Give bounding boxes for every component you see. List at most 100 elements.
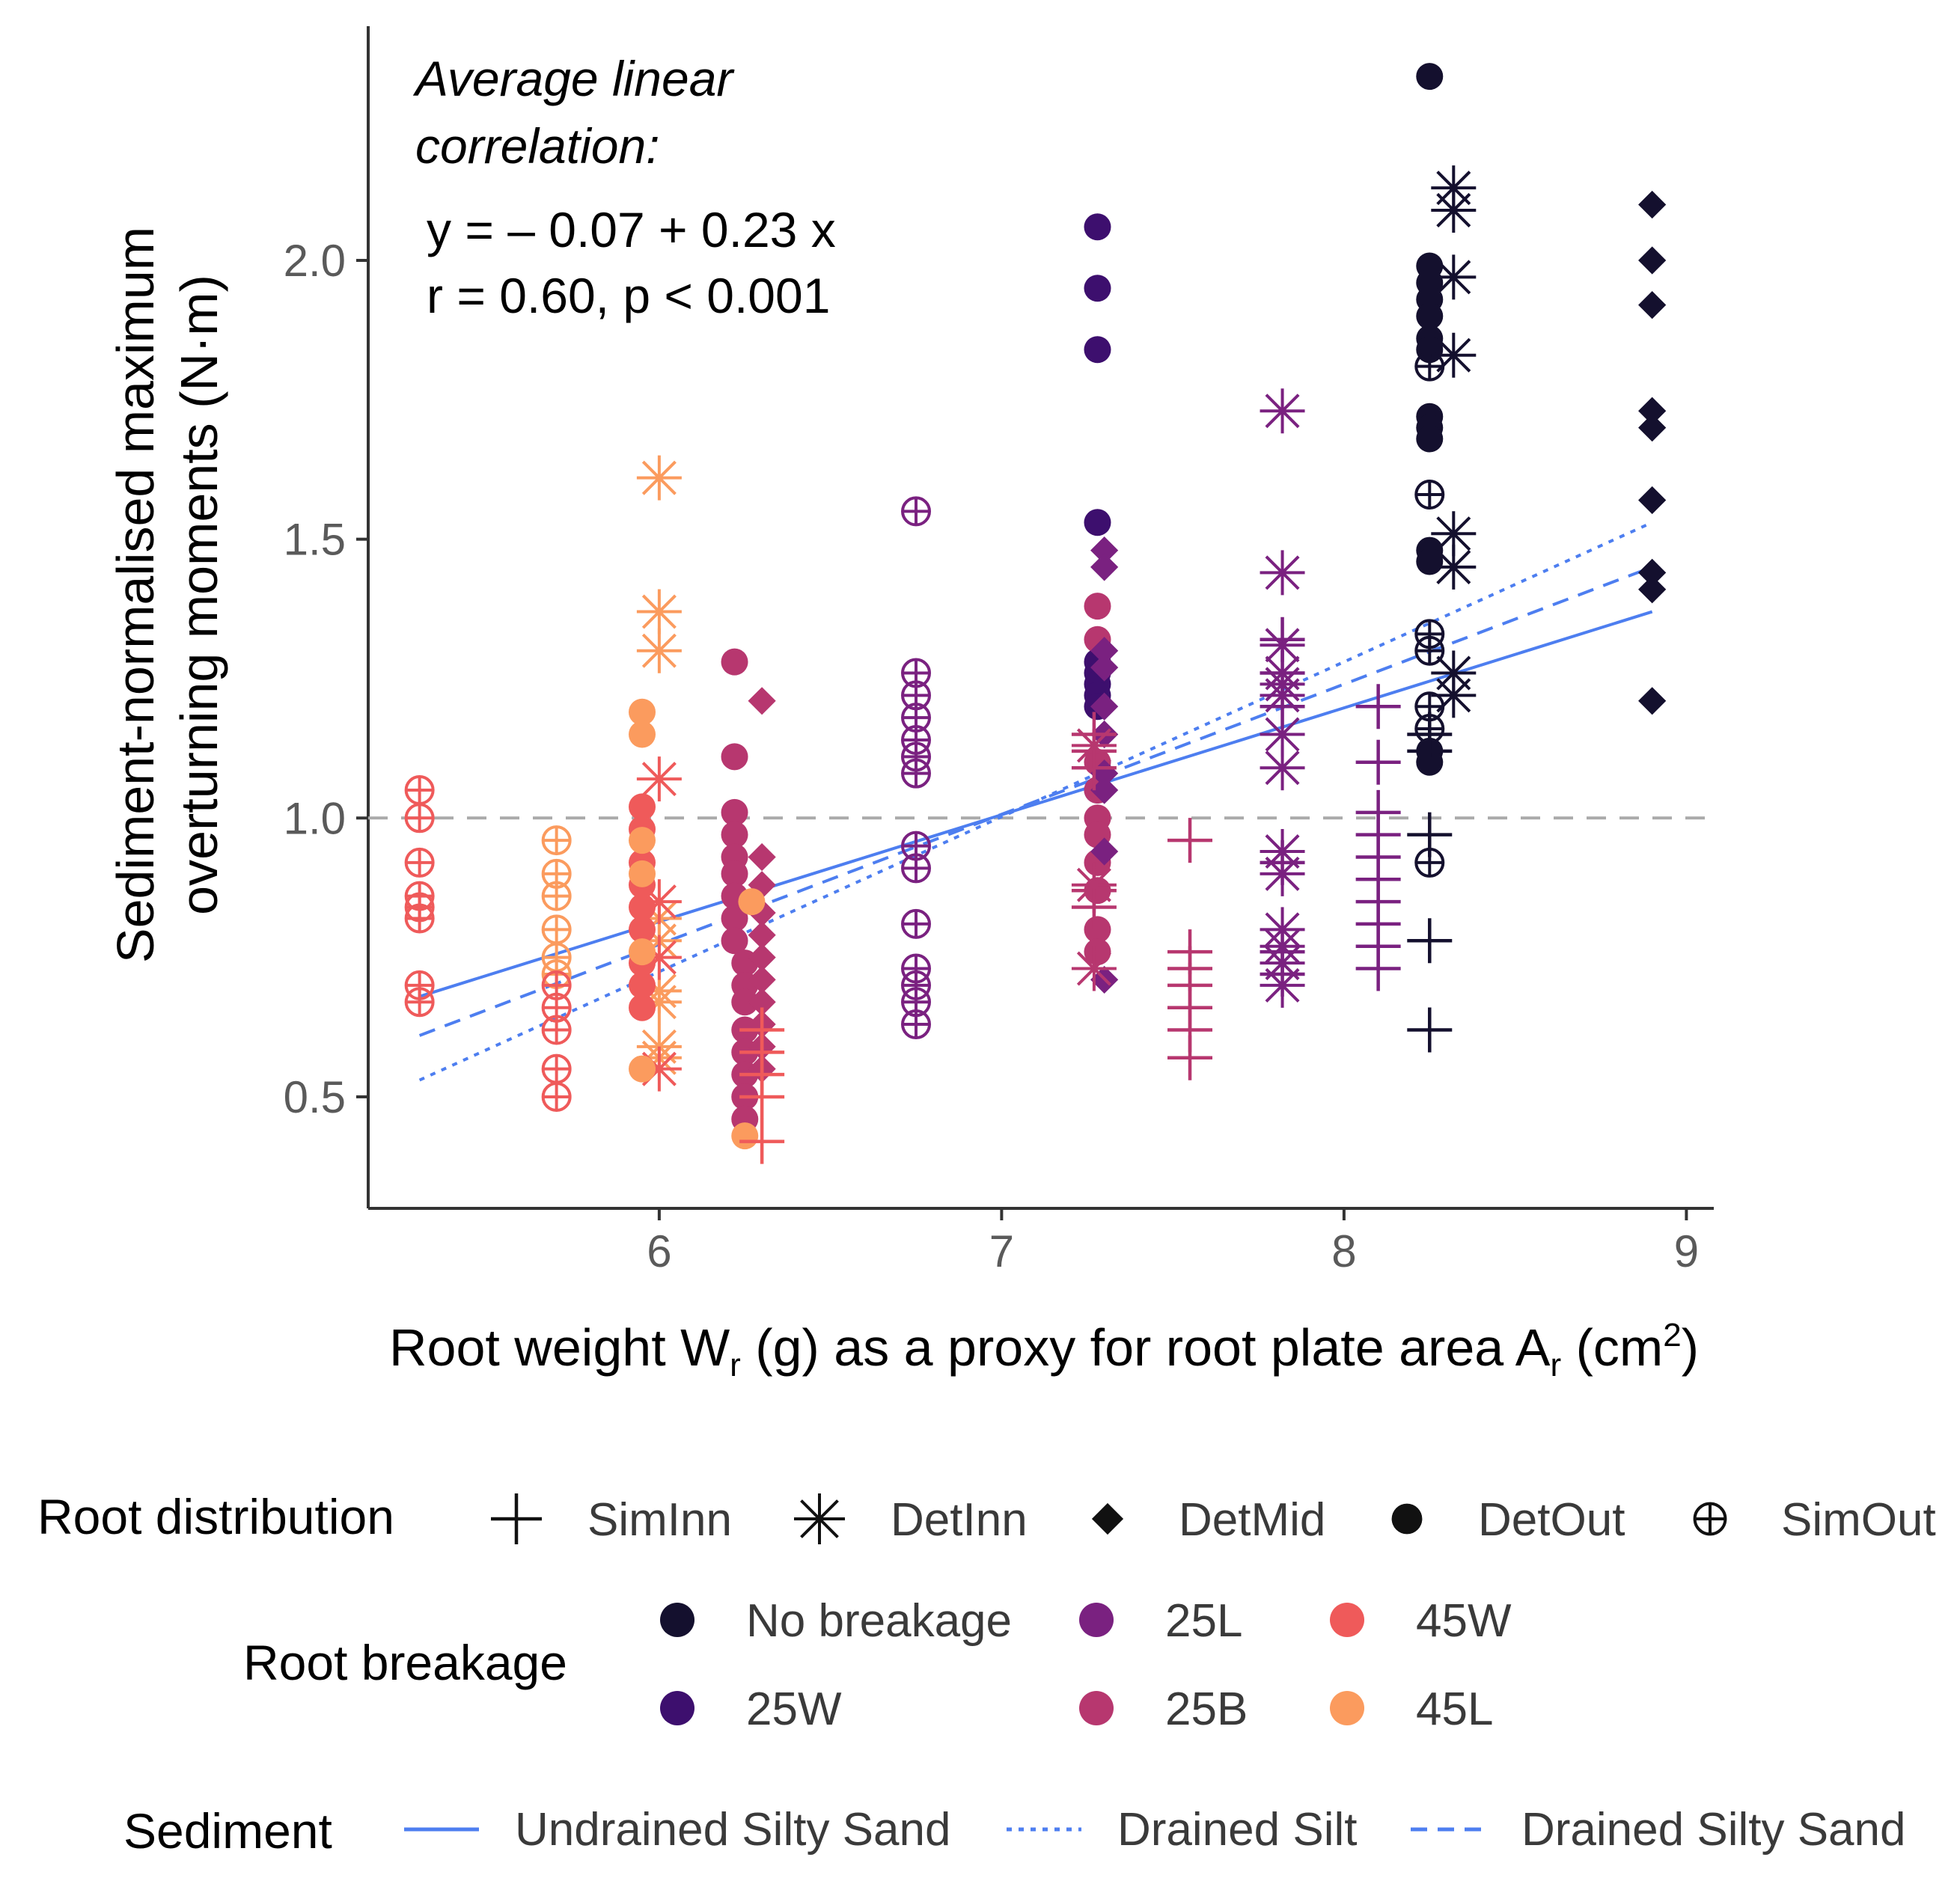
annotation-heading-2: correlation: [415, 118, 660, 174]
data-point-92 [901, 908, 932, 939]
data-point-83 [901, 496, 932, 527]
data-point-141 [1167, 1035, 1213, 1080]
data-point-97 [1084, 213, 1111, 241]
y-axis-title-line2: overturning moments (N·m) [170, 275, 228, 915]
legend-key-plus [491, 1493, 542, 1544]
data-point-2 [404, 803, 435, 834]
legend-sediment-title: Sediment [123, 1803, 332, 1859]
data-point-134 [1071, 946, 1117, 991]
data-point-69 [748, 921, 776, 949]
legend-swatch-45w [1330, 1603, 1364, 1637]
legend-label-25w: 25W [746, 1683, 842, 1735]
data-point-96 [901, 1009, 932, 1040]
data-point-31 [636, 935, 682, 980]
data-point-82 [739, 1119, 785, 1164]
data-point-209 [1638, 397, 1667, 425]
data-point-72 [748, 988, 776, 1016]
legend-swatch-45l [1330, 1691, 1364, 1725]
data-point-6 [404, 903, 435, 934]
legend-label-simout: SimOut [1781, 1494, 1936, 1546]
data-point-91 [901, 853, 932, 884]
legend-key-diamond [1091, 1502, 1124, 1535]
legend-swatch-25w [660, 1691, 694, 1725]
regression-line-2 [418, 521, 1653, 1082]
data-point-202 [1407, 728, 1453, 774]
x-tick-label-7: 7 [989, 1226, 1014, 1276]
annotation-heading-1: Average linear [412, 51, 735, 106]
data-point-66 [748, 842, 776, 872]
data-point-8 [404, 987, 435, 1018]
x-tick-label-6: 6 [647, 1226, 671, 1276]
data-point-121 [1090, 692, 1119, 721]
x-axis-title-open: (cm [1561, 1318, 1663, 1377]
axis-ticks: 6 7 8 9 0.5 1.0 1.5 2.0 [284, 236, 1700, 1276]
data-point-18 [541, 1053, 572, 1084]
data-point-67 [748, 871, 776, 899]
data-point-70 [748, 943, 776, 972]
data-point-100 [1084, 509, 1111, 536]
x-tick-label-8: 8 [1331, 1226, 1356, 1276]
legend-swatch-25b [1079, 1691, 1114, 1725]
regression-line-3 [418, 566, 1653, 1037]
data-point-41 [629, 994, 656, 1021]
data-point-47 [629, 1055, 656, 1083]
x-axis-title-sup: 2 [1663, 1317, 1681, 1354]
data-point-142 [1260, 388, 1305, 434]
data-point-37 [629, 893, 656, 921]
legend-root-distribution-title: Root distribution [37, 1489, 394, 1544]
data-point-12 [541, 914, 572, 945]
data-point-3 [404, 847, 435, 878]
data-point-212 [1638, 558, 1667, 587]
data-point-107 [1084, 593, 1111, 620]
regression-lines [418, 521, 1653, 1082]
data-point-193 [1431, 673, 1477, 718]
data-point-118 [1090, 553, 1119, 581]
data-point-46 [629, 938, 656, 966]
data-point-214 [1638, 687, 1667, 715]
legend-root-breakage-title: Root breakage [243, 1635, 567, 1690]
data-point-189 [1431, 332, 1477, 378]
data-point-49 [721, 743, 748, 771]
data-point-149 [1260, 745, 1305, 791]
data-point-124 [1090, 776, 1119, 804]
data-point-11 [541, 881, 572, 911]
data-point-17 [541, 1015, 572, 1045]
data-point-9 [541, 825, 572, 856]
data-point-20 [636, 455, 682, 501]
annotation-equation: y = – 0.07 + 0.23 x [427, 202, 836, 257]
data-point-68 [748, 899, 776, 927]
data-point-194 [1414, 351, 1445, 382]
data-point-30 [636, 879, 682, 925]
data-point-207 [1638, 246, 1667, 275]
data-point-133 [1071, 862, 1117, 908]
regression-line-1 [419, 610, 1653, 998]
data-point-190 [1431, 511, 1477, 557]
data-point-120 [1090, 653, 1119, 682]
data-point-99 [1084, 336, 1111, 364]
x-axis-title-sub1: r [730, 1347, 741, 1383]
data-point-43 [629, 721, 656, 748]
data-point-204 [1407, 918, 1453, 964]
data-point-38 [629, 916, 656, 943]
data-point-197 [1414, 635, 1445, 666]
data-point-22 [636, 628, 682, 673]
data-point-71 [748, 965, 776, 994]
data-point-59 [731, 988, 759, 1016]
data-point-119 [1090, 637, 1119, 665]
annotation-stats: r = 0.60, p < 0.001 [427, 268, 830, 323]
legend-label-siminn: SimInn [587, 1494, 732, 1546]
data-point-76 [738, 888, 766, 916]
data-point-208 [1638, 291, 1667, 319]
data-point-33 [629, 793, 656, 821]
data-point-211 [1638, 486, 1667, 515]
legend-label-45l: 45L [1416, 1683, 1493, 1735]
data-point-26 [636, 979, 682, 1025]
data-point-29 [636, 756, 682, 802]
data-point-50 [721, 798, 748, 826]
y-tick-label-0.5: 0.5 [284, 1072, 346, 1122]
x-axis-title-mid: (g) as a proxy for root plate area A [741, 1318, 1551, 1377]
data-point-163 [1355, 739, 1401, 785]
data-point-19 [541, 1081, 572, 1112]
data-point-42 [629, 698, 656, 726]
data-point-188 [1431, 254, 1477, 300]
